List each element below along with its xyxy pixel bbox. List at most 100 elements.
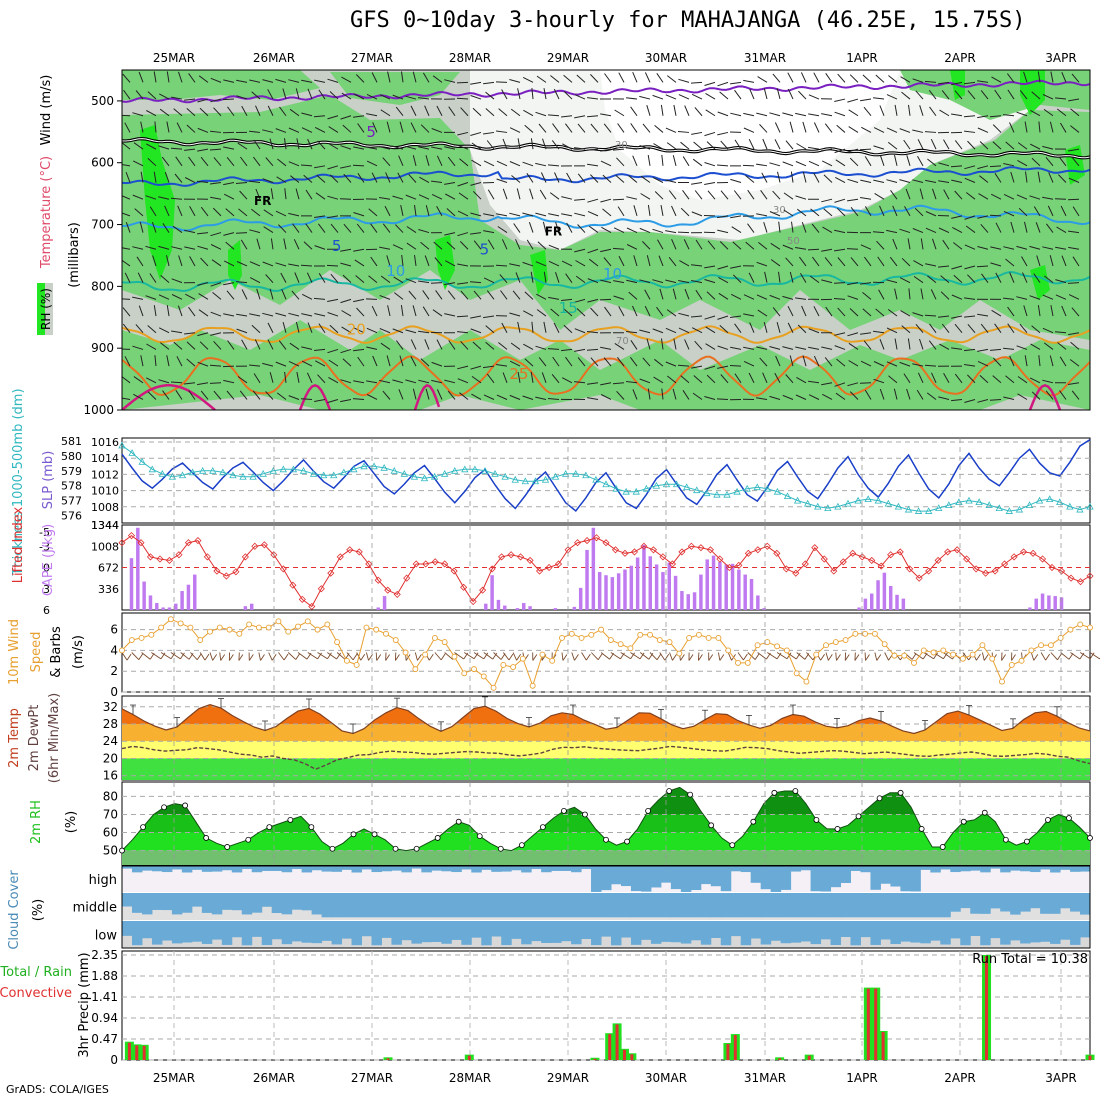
cloud-cover-bar [940, 921, 950, 945]
precip-legend-total: Total / Rain [0, 965, 72, 980]
date-label-top: 30MAR [645, 51, 687, 65]
date-label-top: 31MAR [744, 51, 786, 65]
cloud-cover-bar [801, 893, 811, 917]
wind-speed-point [1068, 627, 1073, 632]
rh-point [793, 789, 798, 794]
cape-bar [142, 582, 145, 610]
cloud-cover-bar [990, 921, 1000, 938]
cloud-cover-bar [611, 893, 621, 917]
cloud-cover-bar [421, 921, 431, 942]
cloud-cover-bar [431, 893, 441, 917]
cloud-cover-bar [970, 893, 980, 914]
cloud-cover-bar [890, 921, 900, 944]
cloud-cover-bar [332, 893, 342, 917]
temp-axis-label-1: 2m Temp [7, 708, 22, 768]
cloud-cover-bar [1060, 866, 1070, 870]
cloud-cover-bar [192, 866, 202, 870]
cloud-cover-bar [262, 866, 272, 871]
cloud-cover-bar [691, 921, 701, 940]
wind-barb [353, 165, 364, 166]
cloud-cover-bar [641, 893, 651, 917]
rh-point [288, 817, 293, 822]
cloud-cover-bar [272, 921, 282, 939]
cape-bar [130, 558, 133, 610]
date-label-bottom: 30MAR [645, 1071, 687, 1085]
rh-point [582, 812, 587, 817]
cloud-cover-bar [741, 866, 751, 872]
cloud-cover-bar [771, 921, 781, 941]
contour-label: 15 [559, 299, 578, 317]
temp-axis-label-2: 2m DewPt [27, 705, 42, 772]
cloud-cover-bar [960, 893, 970, 908]
rh-point [625, 839, 630, 844]
cloud-cover-bar [821, 893, 831, 917]
cape-bar [737, 570, 740, 610]
wind-barb [431, 283, 442, 284]
cloud-cover-bar [781, 921, 791, 943]
rh-axis-label: RH (%) [39, 288, 53, 330]
cloud-cover-bar [282, 921, 292, 944]
cloud-cover-bar [471, 921, 481, 938]
cloud-cover-bar [990, 893, 1000, 908]
precip-tick-label: 0.94 [91, 1011, 118, 1025]
cloud-cover-bar [521, 866, 531, 872]
wind-speed-point [990, 656, 995, 661]
rh-point [351, 832, 356, 837]
cloud-cover-bar [252, 866, 262, 872]
y-tick-label: 800 [91, 279, 114, 293]
cape-bar [699, 575, 702, 610]
cloud-cover-bar [391, 921, 401, 945]
cloud-cover-bar [621, 921, 631, 938]
cloud-cover-bar [142, 921, 152, 938]
wind-barb [301, 265, 312, 266]
cloud-cover-bar [431, 921, 441, 942]
rh-point [141, 825, 146, 830]
cloud-cover-bar [1080, 921, 1090, 937]
cloud-cover-bar [541, 866, 551, 872]
cloud-cover-bar [202, 893, 212, 913]
wind-speed-point [1058, 635, 1063, 640]
cape-bar [168, 607, 171, 610]
cloud-cover-bar [940, 866, 950, 869]
slp-tick-label: 1012 [91, 468, 119, 481]
rh-point [961, 819, 966, 824]
cloud-cover-bar [342, 893, 352, 917]
cloud-cover-bar [1080, 866, 1090, 872]
rh-point [456, 819, 461, 824]
cloud-cover-bar [322, 921, 332, 941]
cape-bar [490, 575, 493, 610]
rh-point [814, 817, 819, 822]
precip-convective-bar [778, 1058, 781, 1060]
cloud-cover-bar [282, 893, 292, 914]
wind-barb [834, 283, 845, 284]
wind-speed-point [501, 662, 506, 667]
rh-point [225, 844, 230, 849]
cloud-cover-bar [761, 921, 771, 944]
wind-speed-point [227, 627, 232, 632]
cloud-cover-bar [441, 866, 451, 871]
slp-tick-label: 1008 [91, 501, 119, 514]
wind-speed-point [608, 638, 613, 643]
cloud-cover-bar [292, 921, 302, 941]
cloud-cover-bar [192, 893, 202, 907]
wind-speed-point [1019, 658, 1024, 663]
cloud-cover-bar [831, 893, 841, 917]
cape-bar [864, 599, 867, 610]
cloud-cover-bar [1010, 866, 1020, 871]
wind-barb [1068, 199, 1079, 200]
cloud-cover-bar [880, 893, 890, 917]
wind-barb [847, 249, 858, 250]
cloud-cover-bar [342, 866, 352, 870]
wind-speed-point [442, 640, 447, 645]
cape-bar [1028, 607, 1031, 610]
cloud-cover-bar [481, 893, 491, 917]
cloud-cover-bar [1010, 893, 1020, 915]
cloud-cover-bar [371, 921, 381, 945]
rh-contour-label: 50 [787, 236, 800, 247]
cloud-cover-bar [601, 893, 611, 917]
wind-speed-point [520, 656, 525, 661]
wind-speed-point [217, 625, 222, 630]
wind-speed-point [423, 652, 428, 657]
